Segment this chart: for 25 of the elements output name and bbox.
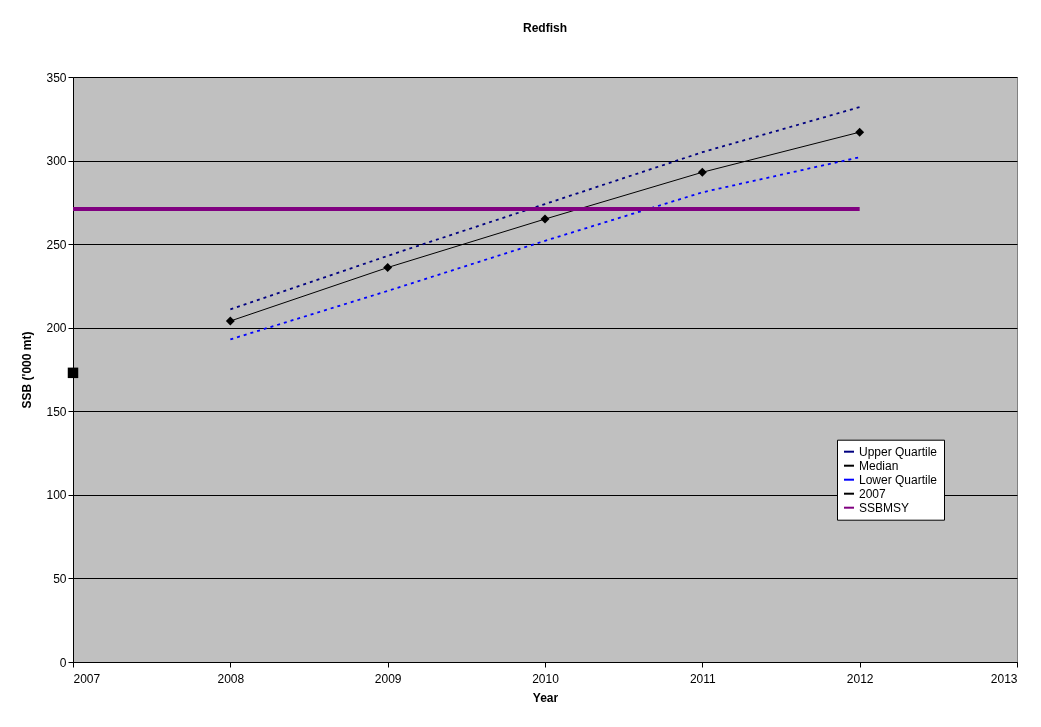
legend-label: Median bbox=[859, 458, 899, 473]
y-axis-title: SSB ('000 mt) bbox=[20, 331, 35, 409]
legend-label: Lower Quartile bbox=[859, 472, 938, 487]
legend-label: SSBMSY bbox=[859, 500, 910, 515]
y-tick-label: 300 bbox=[46, 154, 67, 169]
y-tick-label: 100 bbox=[46, 488, 67, 503]
x-tick-label: 2011 bbox=[689, 671, 717, 686]
x-tick-label: 2007 bbox=[73, 671, 101, 686]
x-tick-label: 2013 bbox=[990, 671, 1018, 686]
chart-title: Redfish bbox=[522, 21, 568, 35]
y-tick-label: 0 bbox=[59, 655, 67, 670]
y-tick-label: 250 bbox=[46, 237, 67, 252]
y-tick-label: 150 bbox=[46, 404, 67, 419]
x-tick-label: 2012 bbox=[846, 671, 874, 686]
x-axis-title: Year bbox=[532, 690, 559, 705]
legend-label: 2007 bbox=[859, 486, 887, 501]
legend-label: Upper Quartile bbox=[859, 444, 938, 459]
line-series bbox=[229, 156, 861, 341]
x-tick-label: 2010 bbox=[532, 671, 560, 686]
x-tick-label: 2008 bbox=[217, 671, 245, 686]
y-tick-label: 200 bbox=[46, 321, 67, 336]
x-tick-label: 2009 bbox=[374, 671, 402, 686]
line-series bbox=[229, 106, 861, 311]
y-tick-label: 50 bbox=[53, 571, 67, 586]
y-tick-label: 350 bbox=[46, 70, 67, 85]
